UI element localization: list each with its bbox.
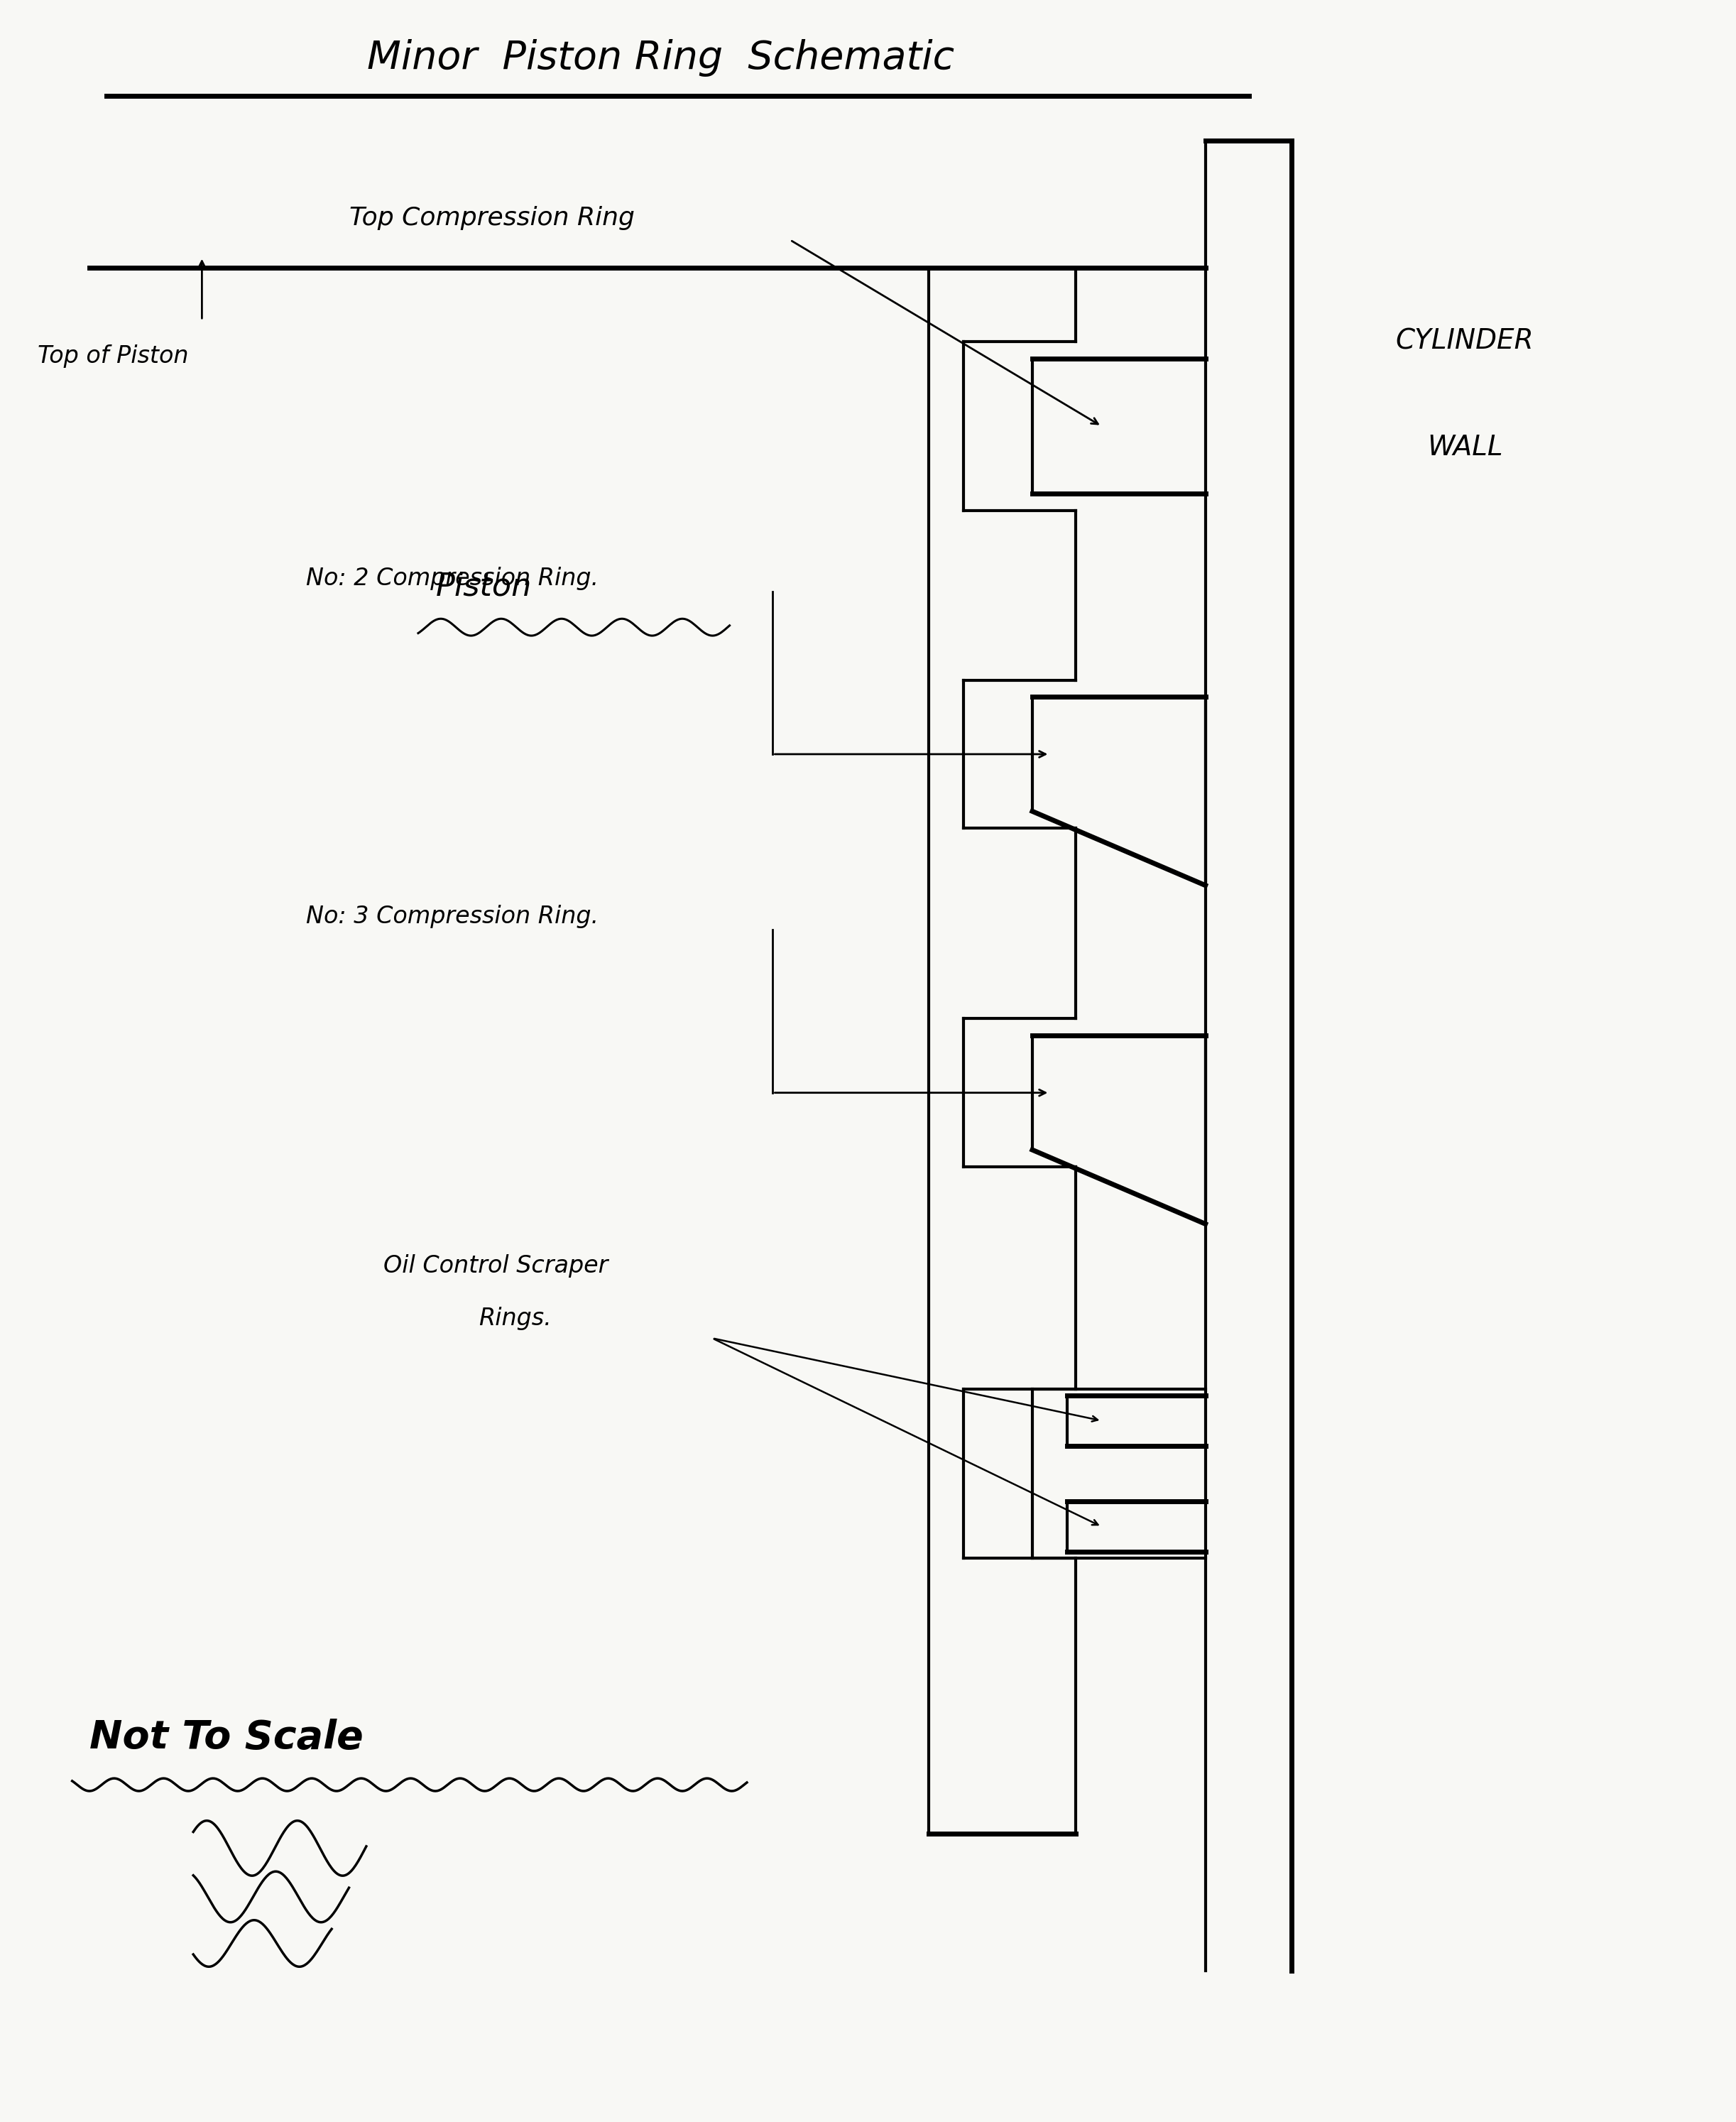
Text: Piston: Piston bbox=[436, 571, 531, 603]
Text: No: 3 Compression Ring.: No: 3 Compression Ring. bbox=[306, 904, 599, 929]
Text: Rings.: Rings. bbox=[479, 1307, 552, 1330]
Text: CYLINDER: CYLINDER bbox=[1396, 329, 1535, 354]
Text: Top of Piston: Top of Piston bbox=[38, 344, 189, 367]
Text: Oil Control Scraper: Oil Control Scraper bbox=[384, 1254, 608, 1277]
Text: No: 2 Compression Ring.: No: 2 Compression Ring. bbox=[306, 567, 599, 590]
Text: Minor  Piston Ring  Schematic: Minor Piston Ring Schematic bbox=[366, 40, 955, 76]
Text: Top Compression Ring: Top Compression Ring bbox=[349, 206, 634, 229]
Text: Not To Scale: Not To Scale bbox=[90, 1719, 363, 1757]
Text: WALL: WALL bbox=[1427, 433, 1503, 460]
